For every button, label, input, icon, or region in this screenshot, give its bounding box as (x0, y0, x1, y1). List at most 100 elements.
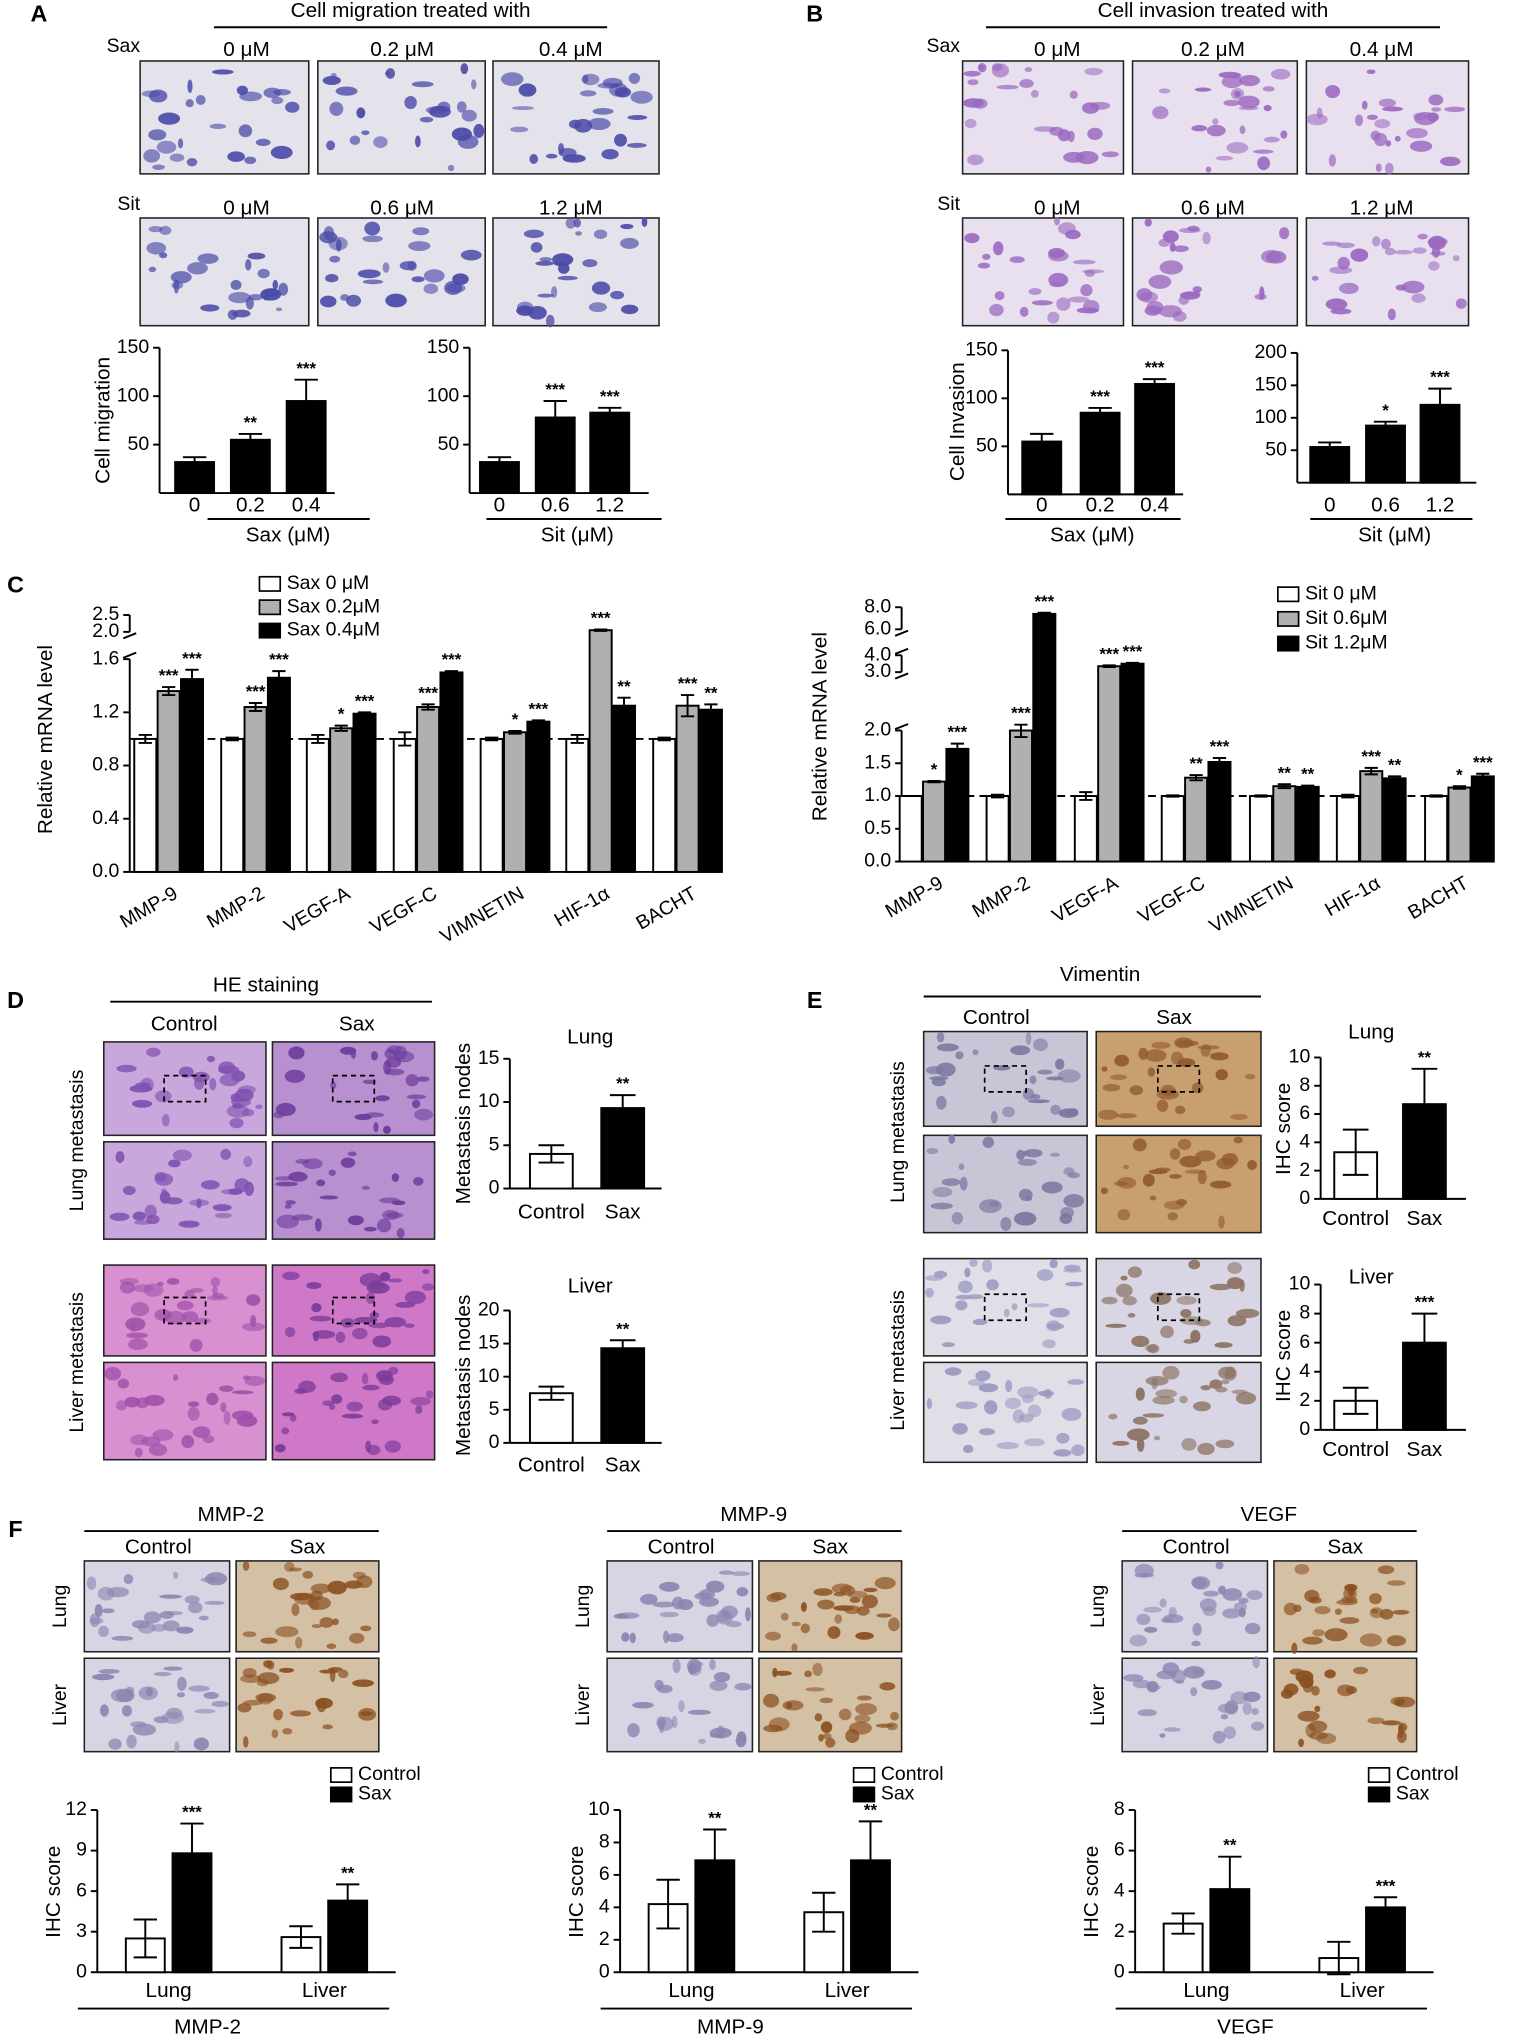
micrograph-texture (969, 1258, 978, 1267)
x-axis-label: VEGF (1217, 2016, 1273, 2039)
micrograph-texture (838, 1708, 852, 1721)
inset-box (983, 1065, 1028, 1093)
micrograph-texture (709, 1680, 728, 1691)
micrograph-texture (1108, 1413, 1118, 1420)
column-label: Control (125, 1535, 192, 1558)
y-tick-label: 6 (1114, 1839, 1125, 1861)
row-label: Liver (1087, 1683, 1109, 1726)
micrograph-texture (518, 83, 537, 97)
micrograph-texture (237, 1702, 252, 1713)
micrograph-texture (194, 1708, 216, 1714)
error-bar (289, 1925, 313, 1949)
micrograph-texture (189, 1339, 203, 1352)
y-axis-label: IHC score (1272, 1310, 1295, 1402)
micrograph-texture (173, 1571, 179, 1579)
micrograph-texture (1239, 74, 1261, 87)
micrograph-texture (975, 1370, 991, 1382)
micrograph-texture (1135, 1387, 1145, 1401)
y-tick-label: 3 (76, 1920, 87, 1942)
x-tick-label: MMP-2 (203, 882, 268, 932)
micrograph-texture (115, 1400, 127, 1411)
micrograph-texture (1136, 1613, 1151, 1625)
y-tick-label: 9 (76, 1839, 87, 1861)
micrograph (317, 60, 486, 175)
micrograph-texture (291, 1603, 300, 1617)
micrograph-texture (1190, 1329, 1201, 1343)
y-tick-label: 1.6 (92, 647, 119, 669)
micrograph-texture (621, 1632, 630, 1642)
micrograph-texture (212, 1285, 218, 1296)
micrograph-texture (1003, 1308, 1010, 1318)
error-bar (704, 703, 718, 716)
micrograph-texture (545, 314, 555, 328)
micrograph-texture (601, 148, 619, 160)
row-label: Sax (107, 35, 141, 57)
micrograph-texture (99, 1704, 109, 1717)
micrograph-texture (941, 1178, 961, 1187)
y-tick-label: 0.0 (864, 850, 891, 872)
micrograph-texture (1387, 308, 1396, 321)
micrograph-texture (1058, 1108, 1079, 1118)
x-axis-label: Sit (μM) (1358, 523, 1431, 546)
error-bar (1142, 378, 1167, 390)
bar (156, 690, 181, 873)
inset-box (1156, 1065, 1201, 1093)
x-tick-label: 1.2 (595, 494, 624, 517)
micrograph-texture (330, 72, 337, 79)
error-bar (950, 742, 965, 756)
significance-label: * (1456, 765, 1463, 784)
y-tick-label: 8 (1299, 1074, 1310, 1096)
legend-label: Control (881, 1763, 944, 1785)
micrograph-texture (745, 1607, 751, 1622)
micrograph-texture (1170, 1051, 1184, 1065)
micrograph-texture (373, 136, 388, 149)
bar (1359, 770, 1384, 863)
micrograph-texture (238, 124, 253, 138)
micrograph-texture (1396, 1730, 1407, 1743)
error-bar (1342, 1386, 1369, 1415)
micrograph-texture (1029, 1075, 1037, 1085)
y-tick-label: 4 (599, 1895, 610, 1917)
bar (439, 671, 464, 873)
micrograph-texture (163, 1666, 183, 1671)
legend-swatch (852, 1786, 876, 1803)
micrograph-texture (328, 1169, 336, 1176)
micrograph-texture (240, 1674, 261, 1683)
micrograph-texture (126, 1734, 137, 1749)
column-label: Control (648, 1535, 715, 1558)
x-tick-label: VEGF-A (1048, 872, 1122, 927)
micrograph-texture (1244, 1073, 1256, 1080)
micrograph-texture (964, 233, 980, 244)
micrograph-texture (1036, 1269, 1054, 1281)
micrograph-texture (1061, 1407, 1082, 1421)
micrograph-texture (385, 293, 407, 308)
micrograph-texture (1049, 1259, 1058, 1269)
micrograph-texture (805, 1687, 825, 1692)
micrograph-texture (587, 117, 611, 131)
micrograph-texture (172, 1149, 192, 1161)
inset-box (163, 1296, 207, 1325)
micrograph-texture (1176, 1295, 1197, 1305)
micrograph-texture (978, 1428, 995, 1436)
micrograph-texture (1191, 1082, 1204, 1094)
micrograph-texture (360, 1625, 372, 1632)
micrograph-texture (812, 1662, 823, 1677)
micrograph-texture (1378, 98, 1397, 108)
micrograph-texture (181, 1435, 195, 1449)
micrograph-texture (148, 225, 163, 233)
row-label: Sit (937, 193, 960, 215)
micrograph-texture (1328, 154, 1336, 167)
row-label: Liver (572, 1683, 594, 1726)
micrograph-texture (285, 1200, 296, 1205)
chart-title: Liver (568, 1275, 613, 1298)
micrograph-texture (967, 1379, 985, 1387)
micrograph-texture (385, 68, 396, 79)
significance-label: *** (678, 674, 698, 693)
micrograph-texture (212, 1204, 232, 1212)
micrograph-texture (218, 1061, 236, 1074)
micrograph-texture (200, 1180, 220, 1190)
micrograph-texture (322, 1400, 334, 1407)
micrograph-texture (967, 79, 979, 86)
micrograph-texture (610, 290, 625, 300)
micrograph-texture (275, 1181, 299, 1187)
